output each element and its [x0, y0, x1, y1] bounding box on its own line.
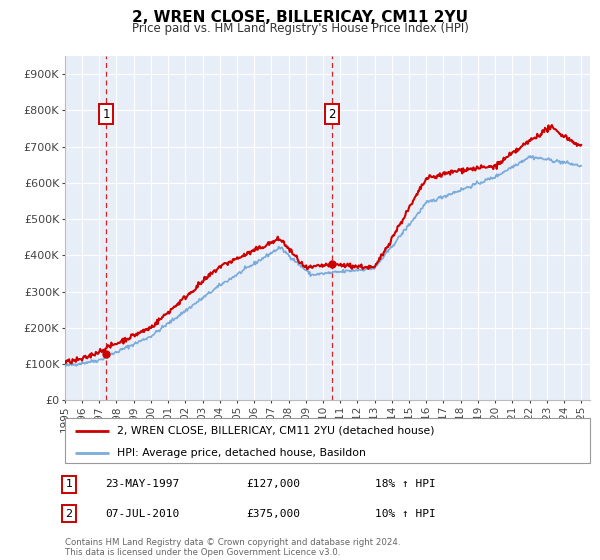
Text: 2: 2 — [65, 508, 73, 519]
Text: 1: 1 — [65, 479, 73, 489]
Text: £375,000: £375,000 — [246, 508, 300, 519]
Text: 2, WREN CLOSE, BILLERICAY, CM11 2YU: 2, WREN CLOSE, BILLERICAY, CM11 2YU — [132, 10, 468, 25]
Text: £127,000: £127,000 — [246, 479, 300, 489]
Text: 10% ↑ HPI: 10% ↑ HPI — [375, 508, 436, 519]
Text: 07-JUL-2010: 07-JUL-2010 — [105, 508, 179, 519]
Text: 1: 1 — [102, 108, 110, 120]
Text: 2, WREN CLOSE, BILLERICAY, CM11 2YU (detached house): 2, WREN CLOSE, BILLERICAY, CM11 2YU (det… — [118, 426, 435, 436]
FancyBboxPatch shape — [65, 418, 590, 463]
Text: Price paid vs. HM Land Registry's House Price Index (HPI): Price paid vs. HM Land Registry's House … — [131, 22, 469, 35]
Text: 2: 2 — [328, 108, 335, 120]
Text: HPI: Average price, detached house, Basildon: HPI: Average price, detached house, Basi… — [118, 448, 366, 458]
Text: Contains HM Land Registry data © Crown copyright and database right 2024.
This d: Contains HM Land Registry data © Crown c… — [65, 538, 400, 557]
Text: 18% ↑ HPI: 18% ↑ HPI — [375, 479, 436, 489]
Text: 23-MAY-1997: 23-MAY-1997 — [105, 479, 179, 489]
